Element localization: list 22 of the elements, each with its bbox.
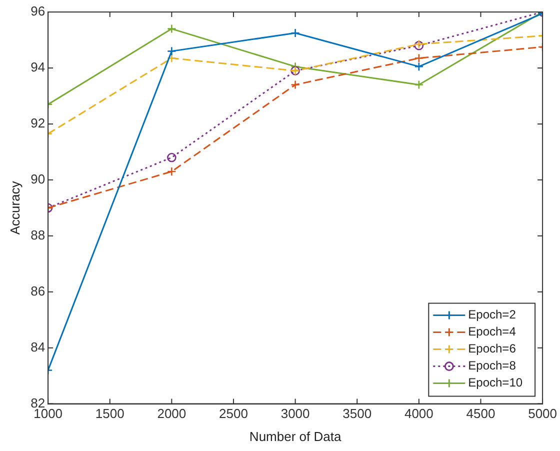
y-tick-label: 88 (30, 227, 46, 242)
y-axis-title: Accuracy (7, 180, 22, 235)
y-tick-label: 90 (30, 171, 46, 186)
y-tick-label: 92 (30, 116, 46, 131)
legend-label: Epoch=8 (468, 358, 516, 373)
x-tick-label: 2000 (157, 406, 186, 422)
x-axis-title: Number of Data (249, 428, 342, 444)
x-tick-label: 2500 (219, 406, 248, 422)
legend-label: Epoch=4 (468, 324, 516, 339)
y-tick-label: 96 (30, 4, 46, 19)
legend-label: Epoch=2 (468, 308, 516, 322)
x-tick-label: 1500 (95, 406, 124, 422)
x-tick-label: 3500 (342, 406, 372, 422)
x-tick-label: 4000 (404, 406, 434, 422)
y-tick-label: 86 (30, 283, 46, 298)
x-tick-label: 5000 (528, 406, 557, 422)
y-tick-label: 94 (30, 60, 46, 75)
x-tick-label: 4500 (466, 406, 496, 422)
x-tick-label: 3000 (280, 406, 310, 422)
y-tick-label: 84 (30, 339, 46, 354)
legend-label: Epoch=6 (468, 342, 516, 356)
legend-label: Epoch=10 (468, 376, 523, 390)
